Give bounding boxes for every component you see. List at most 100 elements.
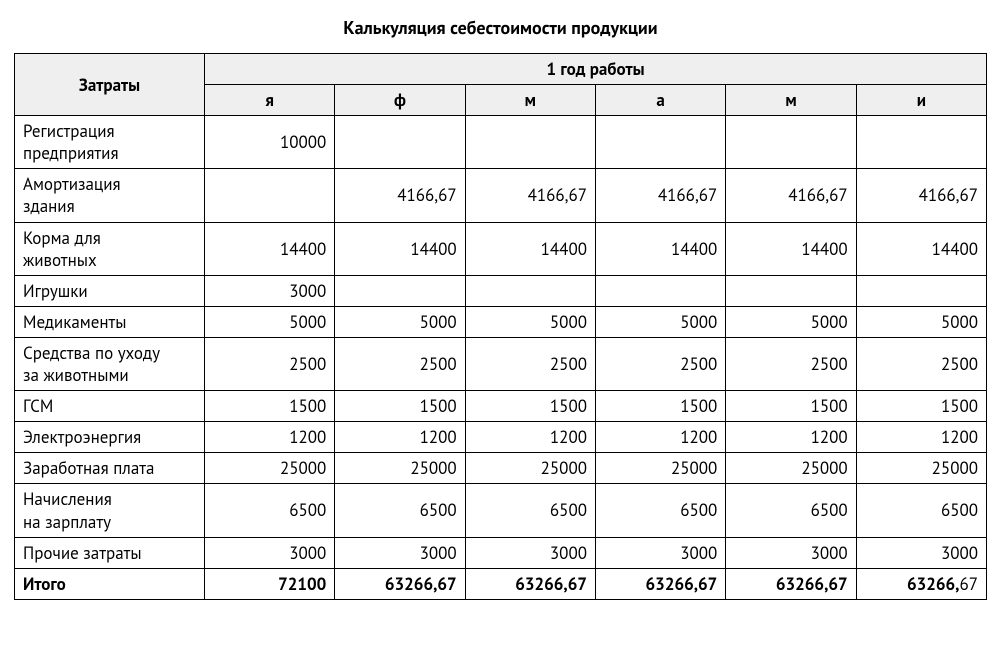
row-value: 3000 [856, 537, 986, 568]
row-value: 1500 [726, 391, 856, 422]
row-value: 25000 [595, 453, 725, 484]
row-value: 4166,67 [726, 169, 856, 222]
row-value: 5000 [726, 306, 856, 337]
row-value: 14400 [205, 222, 335, 275]
row-value: 6500 [856, 484, 986, 537]
row-value: 1200 [205, 422, 335, 453]
row-value: 4166,67 [856, 169, 986, 222]
total-label: Итого [15, 568, 205, 599]
table-row: Амортизация здания4166,674166,674166,674… [15, 169, 987, 222]
row-value: 3000 [465, 537, 595, 568]
row-value: 6500 [726, 484, 856, 537]
table-row: Средства по уходу за животными2500250025… [15, 337, 987, 390]
row-value: 5000 [335, 306, 465, 337]
row-value: 25000 [335, 453, 465, 484]
row-value: 2500 [726, 337, 856, 390]
row-value: 1500 [465, 391, 595, 422]
row-value: 1500 [205, 391, 335, 422]
row-value: 1200 [595, 422, 725, 453]
table-row: Начисления на зарплату650065006500650065… [15, 484, 987, 537]
table-row: ГСМ150015001500150015001500 [15, 391, 987, 422]
table-row: Регистрация предприятия10000 [15, 116, 987, 169]
row-value: 6500 [465, 484, 595, 537]
row-value [856, 275, 986, 306]
total-value: 72100 [205, 568, 335, 599]
row-value: 25000 [726, 453, 856, 484]
table-row: Прочие затраты300030003000300030003000 [15, 537, 987, 568]
row-value [726, 116, 856, 169]
page-title: Калькуляция себестоимости продукции [14, 16, 987, 39]
cost-table: Затраты 1 год работы я ф м а м и Регистр… [14, 53, 987, 600]
row-label: Амортизация здания [15, 169, 205, 222]
cost-table-body: Регистрация предприятия10000Амортизация … [15, 116, 987, 600]
table-row: Электроэнергия120012001200120012001200 [15, 422, 987, 453]
row-label: Игрушки [15, 275, 205, 306]
row-label: Начисления на зарплату [15, 484, 205, 537]
row-value: 4166,67 [335, 169, 465, 222]
row-value: 6500 [205, 484, 335, 537]
row-value [856, 116, 986, 169]
header-month-3: м [465, 85, 595, 116]
row-value: 5000 [465, 306, 595, 337]
row-value: 1500 [595, 391, 725, 422]
row-value: 14400 [726, 222, 856, 275]
row-value: 1200 [726, 422, 856, 453]
row-value [595, 116, 725, 169]
row-value [335, 275, 465, 306]
row-value: 25000 [465, 453, 595, 484]
row-value: 1200 [465, 422, 595, 453]
table-row: Корма для животных1440014400144001440014… [15, 222, 987, 275]
row-value: 3000 [595, 537, 725, 568]
row-value: 3000 [205, 537, 335, 568]
row-value: 3000 [726, 537, 856, 568]
row-value: 6500 [595, 484, 725, 537]
row-value: 10000 [205, 116, 335, 169]
total-value: 63266,67 [465, 568, 595, 599]
row-value [595, 275, 725, 306]
row-value: 6500 [335, 484, 465, 537]
table-total-row: Итого7210063266,6763266,6763266,6763266,… [15, 568, 987, 599]
row-value: 3000 [205, 275, 335, 306]
row-value: 14400 [595, 222, 725, 275]
row-label: Корма для животных [15, 222, 205, 275]
row-label: Электроэнергия [15, 422, 205, 453]
header-month-6: и [856, 85, 986, 116]
row-value: 25000 [856, 453, 986, 484]
row-value: 5000 [856, 306, 986, 337]
header-month-2: ф [335, 85, 465, 116]
total-value: 63266,67 [856, 568, 986, 599]
row-value: 14400 [335, 222, 465, 275]
total-value: 63266,67 [726, 568, 856, 599]
header-month-4: а [595, 85, 725, 116]
row-value: 2500 [595, 337, 725, 390]
table-row: Игрушки3000 [15, 275, 987, 306]
row-label: Медикаменты [15, 306, 205, 337]
row-value [726, 275, 856, 306]
header-year: 1 год работы [205, 54, 987, 85]
table-row: Медикаменты500050005000500050005000 [15, 306, 987, 337]
row-value: 2500 [335, 337, 465, 390]
header-costs: Затраты [15, 54, 205, 116]
row-value [335, 116, 465, 169]
header-month-1: я [205, 85, 335, 116]
row-label: Заработная плата [15, 453, 205, 484]
row-value: 1500 [856, 391, 986, 422]
total-value: 63266,67 [335, 568, 465, 599]
row-value: 2500 [205, 337, 335, 390]
row-label: Регистрация предприятия [15, 116, 205, 169]
row-value: 4166,67 [595, 169, 725, 222]
row-value: 14400 [465, 222, 595, 275]
row-value: 3000 [335, 537, 465, 568]
row-value [205, 169, 335, 222]
row-value: 5000 [595, 306, 725, 337]
row-value: 1500 [335, 391, 465, 422]
total-value: 63266,67 [595, 568, 725, 599]
row-value: 4166,67 [465, 169, 595, 222]
table-row: Заработная плата250002500025000250002500… [15, 453, 987, 484]
row-value [465, 275, 595, 306]
row-value: 1200 [335, 422, 465, 453]
row-value: 5000 [205, 306, 335, 337]
row-value: 1200 [856, 422, 986, 453]
row-label: Прочие затраты [15, 537, 205, 568]
row-value [465, 116, 595, 169]
